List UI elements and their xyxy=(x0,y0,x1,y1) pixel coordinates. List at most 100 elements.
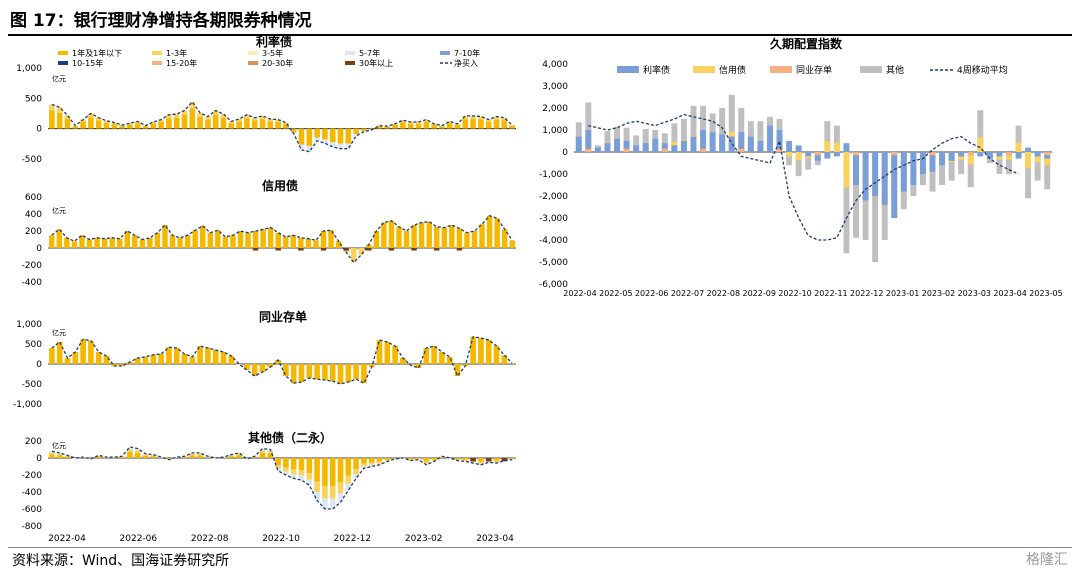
bar-p5-2-rate xyxy=(594,147,601,152)
bar-p5-27-rate xyxy=(833,152,840,157)
legend-swatch-1-3y xyxy=(152,51,162,55)
bar-p5-23-rate xyxy=(795,145,802,152)
bar-p4-19-s1 xyxy=(197,453,203,456)
bar-p5-14-rate xyxy=(709,132,716,152)
bar-p4-26-s0 xyxy=(251,457,258,458)
bar-p4-34-s1 xyxy=(314,481,320,492)
bar-p5-45-credit xyxy=(1006,152,1012,160)
bar-p5-42-other xyxy=(977,110,984,152)
bar-p3-49 xyxy=(431,346,437,364)
bar-p2-32 xyxy=(290,235,297,248)
bar-p5-49-other xyxy=(1044,152,1051,190)
xtick-p5-7: 2022-11 xyxy=(814,289,847,298)
bar-p5-26-rate xyxy=(824,152,831,159)
bar-p3-28 xyxy=(267,364,274,368)
bar-p4-37-s2 xyxy=(337,493,344,503)
bar-p4-10-s1 xyxy=(127,449,133,452)
bar-p4-25-s0 xyxy=(244,458,250,459)
ytick-p5-0: 4,000 xyxy=(542,60,568,70)
bar-p4-34-s0 xyxy=(314,458,320,482)
bar-p2-36-neg xyxy=(320,248,327,251)
bar-p5-23-other xyxy=(795,152,802,177)
bar-p4-48-s1 xyxy=(423,461,430,464)
ytick-p5-1: 3,000 xyxy=(542,82,568,92)
bar-p2-13 xyxy=(147,237,153,248)
ytick-p3-1: 500 xyxy=(25,340,42,350)
ytick-p2-5: -400 xyxy=(22,278,43,288)
bar-p3-20 xyxy=(205,348,211,364)
legend-label-rate: 利率债 xyxy=(643,64,670,76)
bar-p5-12-rate xyxy=(690,136,697,152)
bar-p4-23-s0 xyxy=(228,456,235,458)
bar-p1-33-s1 xyxy=(306,145,313,152)
bar-p5-28-other xyxy=(843,152,850,254)
bar-p5-48-credit xyxy=(1034,152,1041,163)
bar-p1-8-s0 xyxy=(111,124,118,129)
bar-p1-19-s1 xyxy=(197,112,203,117)
bar-p2-43 xyxy=(373,231,380,248)
xtick-p5-0: 2022-04 xyxy=(563,289,596,298)
bar-p1-36-s0 xyxy=(329,128,336,143)
bar-p2-22 xyxy=(215,230,221,248)
bar-p5-39-rate xyxy=(948,152,955,161)
bar-p5-31-other xyxy=(872,152,879,262)
watermark-logo: 格隆汇 xyxy=(1026,552,1068,568)
xtick-p5-1: 2022-05 xyxy=(599,289,632,298)
bar-p1-38-s0 xyxy=(345,128,352,144)
bar-p5-27-other xyxy=(833,125,840,152)
bar-p5-48-rate xyxy=(1034,152,1041,157)
bar-p1-22-s1 xyxy=(220,114,227,118)
ytick-p4-3: -400 xyxy=(22,488,43,498)
bar-p4-44-s0 xyxy=(392,458,398,459)
bar-p3-56 xyxy=(485,340,492,364)
bar-p2-16 xyxy=(169,235,176,248)
bar-p3-7 xyxy=(103,356,110,364)
bar-p4-27-s1 xyxy=(259,450,266,453)
legend-label-1y: 1年及1年以下 xyxy=(72,48,122,58)
bar-p1-4-s0 xyxy=(80,121,86,129)
bar-p1-23-s1 xyxy=(228,121,235,124)
bar-p2-35 xyxy=(313,240,319,248)
bar-p4-13-s2 xyxy=(150,454,157,456)
bar-p1-11-s0 xyxy=(134,123,141,129)
bar-p5-40-rate xyxy=(958,152,965,157)
bar-p3-34 xyxy=(314,364,320,380)
bar-p4-34-s2 xyxy=(314,492,320,501)
bar-p1-7-s0 xyxy=(103,122,110,129)
bar-p4-41-s2 xyxy=(368,464,375,467)
bar-p1-57-s0 xyxy=(493,119,500,129)
bar-p5-12-other xyxy=(690,105,697,152)
bar-p4-10-s0 xyxy=(127,451,133,458)
bar-p3-45 xyxy=(400,358,406,364)
bar-p5-10-rate xyxy=(671,145,678,152)
bar-p2-46 xyxy=(396,226,402,248)
bar-p2-1 xyxy=(56,229,63,248)
bar-p4-2-s1 xyxy=(64,455,71,457)
bar-p5-47-rate xyxy=(1025,147,1032,152)
bar-p2-29 xyxy=(267,227,274,248)
bar-p4-14-s2 xyxy=(158,457,164,458)
bar-p3-47 xyxy=(415,364,422,368)
ytick-p1-2: 0 xyxy=(36,125,42,135)
bar-p4-32-s2 xyxy=(298,475,305,481)
ytick-p4-0: 200 xyxy=(25,437,42,447)
bar-p5-4-rate xyxy=(614,138,620,152)
bar-p4-11-s1 xyxy=(134,450,141,453)
bar-p4-16-s2 xyxy=(173,457,180,458)
bar-p5-8-rate xyxy=(652,138,659,152)
xtick-p5-10: 2023-02 xyxy=(922,289,955,298)
bar-p5-29-other xyxy=(853,152,859,238)
bar-p3-18 xyxy=(189,356,196,364)
bar-p4-11-s0 xyxy=(134,452,141,458)
bar-p3-9 xyxy=(119,364,125,366)
bar-p4-53-s2 xyxy=(462,460,469,462)
bar-p3-55 xyxy=(478,338,484,364)
bar-p1-46-s0 xyxy=(407,123,414,129)
bar-p1-34-s1 xyxy=(314,137,320,141)
bar-p2-42 xyxy=(366,244,372,248)
bar-p1-1-s1 xyxy=(56,107,63,113)
ytick-p2-0: 600 xyxy=(25,193,42,203)
bar-p5-44-other xyxy=(996,152,1003,174)
bar-p5-28-rate xyxy=(843,143,850,152)
bar-p1-48-s1 xyxy=(423,119,430,122)
